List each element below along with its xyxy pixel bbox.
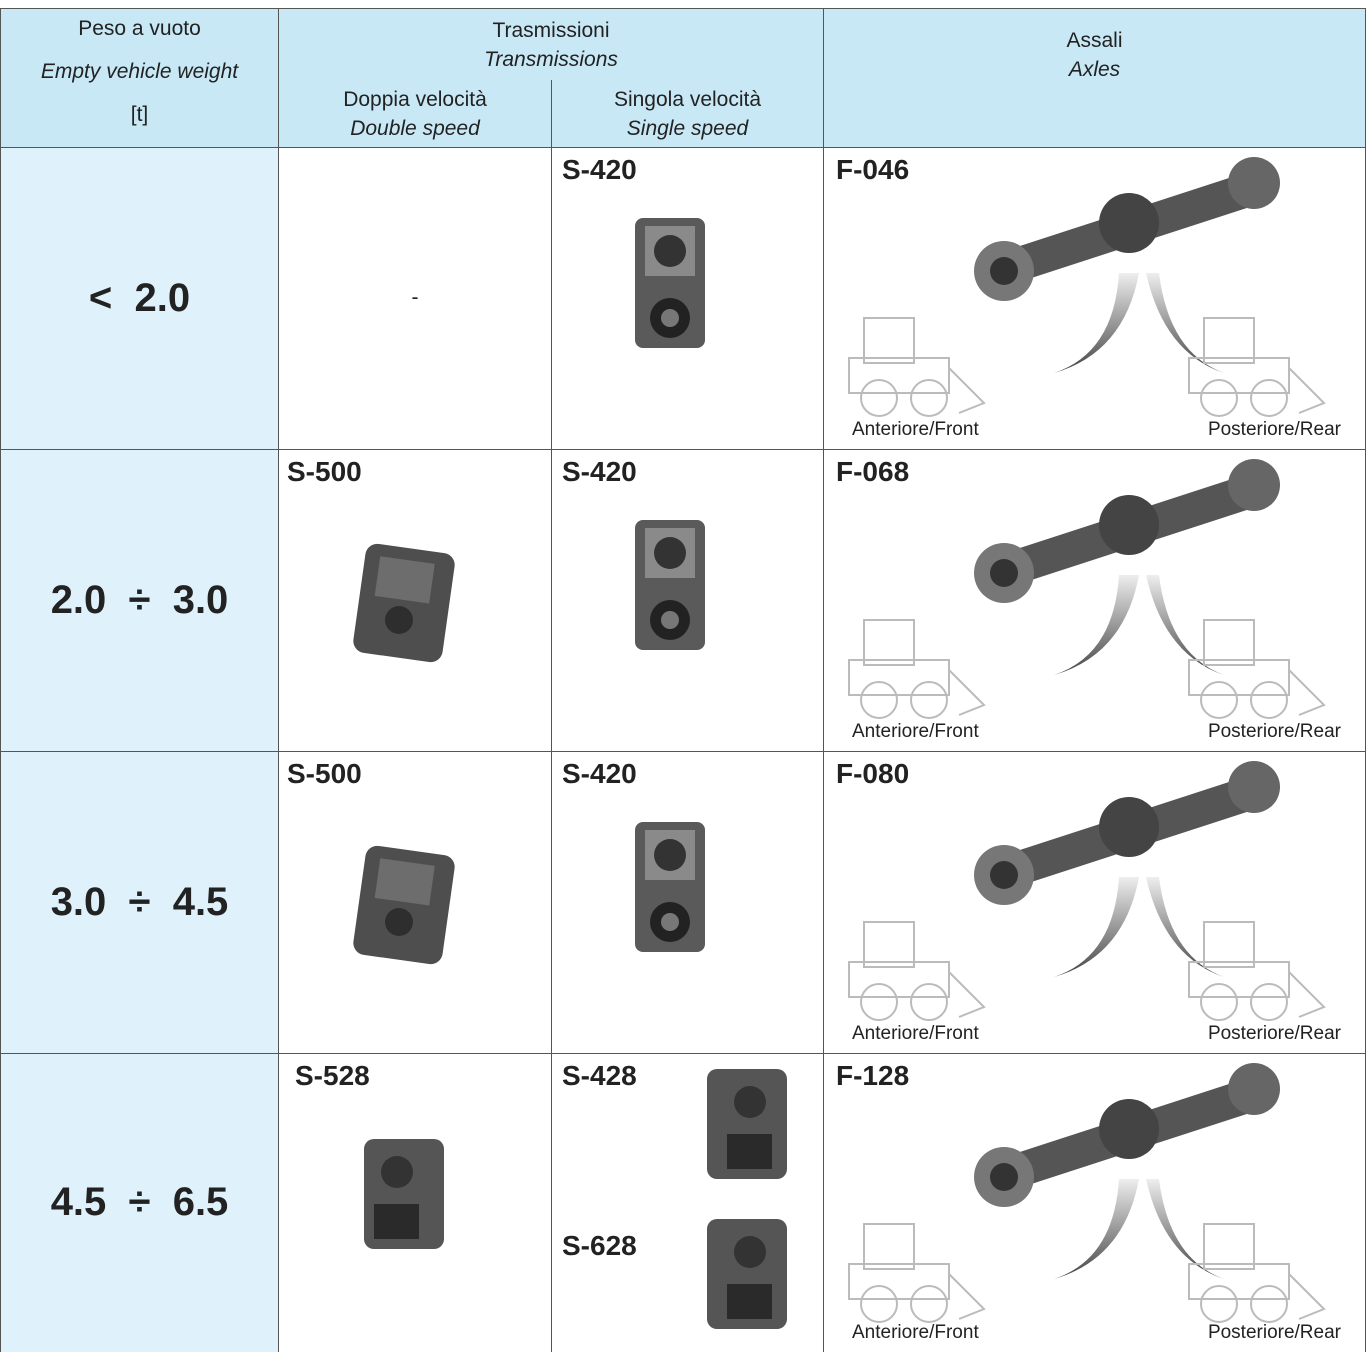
gearbox-image	[353, 845, 455, 965]
dash: -	[411, 285, 419, 309]
model-code: S-500	[287, 456, 362, 487]
gearbox-image	[635, 822, 705, 952]
single-cell: S-420	[551, 449, 824, 752]
axle-cell: F-068 Anteriore/Front Posteriore/Rear	[823, 449, 1366, 752]
loader-image	[848, 619, 986, 719]
weight-it: Peso a vuoto	[78, 17, 201, 40]
axle-image	[974, 459, 1280, 675]
rear-label: Posteriore/Rear	[1207, 1023, 1341, 1044]
model-code: F-068	[836, 456, 910, 487]
gearbox-image	[707, 1219, 787, 1329]
transmissions-it: Trasmissioni	[492, 19, 610, 42]
weight-cell: 2.0 ÷ 3.0	[0, 449, 279, 752]
single-header: Singola velocità Single speed	[551, 80, 824, 148]
single-cell: S-420	[551, 147, 824, 450]
gearbox-image	[353, 543, 455, 663]
axle-cell: F-128 Anteriore/Front Posteriore/Rear	[823, 1053, 1366, 1352]
model-code: F-046	[836, 154, 910, 185]
double-header: Doppia velocità Double speed	[278, 80, 552, 148]
weight-cell: 4.5 ÷ 6.5	[0, 1053, 279, 1352]
model-code: S-420	[562, 758, 637, 789]
model-code: S-420	[562, 154, 637, 185]
gearbox-image	[707, 1069, 787, 1179]
weight-en: Empty vehicle weight	[40, 60, 239, 83]
double-cell: S-500	[278, 449, 552, 752]
rear-label: Posteriore/Rear	[1207, 419, 1341, 440]
loader-image	[1188, 619, 1326, 719]
axles-en: Axles	[1068, 58, 1121, 81]
rear-label: Posteriore/Rear	[1207, 1322, 1341, 1343]
gearbox-image	[364, 1139, 444, 1249]
weight-header: Peso a vuoto Empty vehicle weight [t]	[0, 8, 279, 148]
transmissions-header: Trasmissioni Transmissions	[278, 8, 824, 81]
weight-cell: 3.0 ÷ 4.5	[0, 751, 279, 1054]
gearbox-image	[635, 520, 705, 650]
front-label: Anteriore/Front	[852, 721, 979, 742]
axle-image	[974, 761, 1280, 977]
double-en: Double speed	[350, 117, 480, 140]
model-code: S-628	[562, 1230, 637, 1261]
single-cell: S-428 S-628	[551, 1053, 824, 1352]
single-it: Singola velocità	[613, 88, 762, 111]
loader-image	[1188, 921, 1326, 1021]
front-label: Anteriore/Front	[852, 419, 979, 440]
single-cell: S-420	[551, 751, 824, 1054]
model-code: F-128	[836, 1060, 910, 1091]
weight-range: 4.5 ÷ 6.5	[50, 1180, 229, 1224]
single-en: Single speed	[626, 117, 749, 140]
model-code: S-420	[562, 456, 637, 487]
weight-unit: [t]	[130, 103, 149, 126]
weight-cell: < 2.0	[0, 147, 279, 450]
model-code: S-528	[295, 1060, 370, 1091]
double-cell: S-500	[278, 751, 552, 1054]
weight-range: < 2.0	[88, 275, 191, 320]
axle-image	[974, 1063, 1280, 1279]
model-code: F-080	[836, 758, 910, 789]
loader-image	[848, 317, 986, 417]
front-label: Anteriore/Front	[852, 1023, 979, 1044]
front-label: Anteriore/Front	[852, 1322, 979, 1343]
double-it: Doppia velocità	[343, 88, 487, 111]
axle-image	[974, 157, 1280, 373]
axle-cell: F-046 Anteriore/Front Posteriore/Rear	[823, 147, 1366, 450]
loader-image	[1188, 1223, 1326, 1323]
double-cell: S-528	[278, 1053, 552, 1352]
loader-image	[848, 1223, 986, 1323]
rear-label: Posteriore/Rear	[1207, 721, 1341, 742]
loader-image	[1188, 317, 1326, 417]
axles-it: Assali	[1066, 29, 1123, 52]
weight-range: 2.0 ÷ 3.0	[50, 577, 229, 622]
transmissions-en: Transmissions	[484, 48, 618, 71]
model-code: S-500	[287, 758, 362, 789]
double-cell: -	[278, 147, 552, 450]
gearbox-image	[635, 218, 705, 348]
axles-header: Assali Axles	[823, 8, 1366, 148]
weight-range: 3.0 ÷ 4.5	[50, 879, 229, 924]
model-code: S-428	[562, 1060, 637, 1091]
loader-image	[848, 921, 986, 1021]
axle-cell: F-080 Anteriore/Front Posteriore/Rear	[823, 751, 1366, 1054]
